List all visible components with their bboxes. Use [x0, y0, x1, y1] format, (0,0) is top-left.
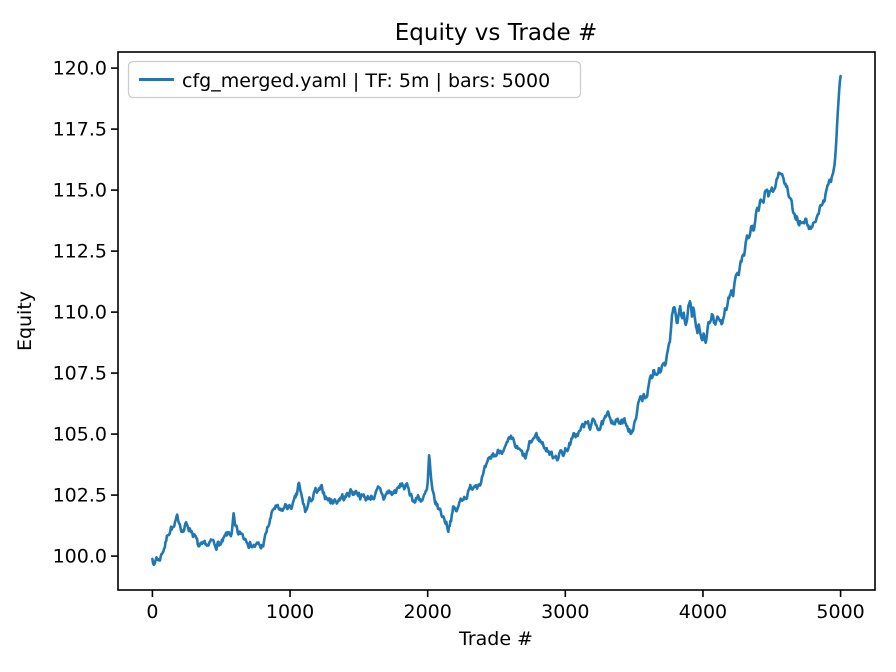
- x-tick-label: 0: [146, 601, 158, 623]
- y-tick-label: 100.0: [53, 546, 107, 568]
- y-axis-label: Equity: [14, 291, 36, 351]
- y-tick-label: 117.5: [53, 119, 107, 141]
- chart-title: Equity vs Trade #: [395, 20, 598, 46]
- legend-label: cfg_merged.yaml | TF: 5m | bars: 5000: [182, 70, 550, 92]
- y-axis-ticks: 100.0 102.5 105.0 107.5 110.0 112.5 115.0 117.5…: [53, 58, 118, 568]
- equity-curve-line: [151, 74, 842, 567]
- legend: cfg_merged.yaml | TF: 5m | bars: 5000: [127, 60, 582, 99]
- y-tick-label: 120.0: [53, 58, 107, 80]
- y-tick-label: 112.5: [53, 241, 107, 263]
- y-tick-label: 115.0: [53, 180, 107, 202]
- x-tick-label: 4000: [679, 601, 727, 623]
- y-tick-label: 105.0: [53, 424, 107, 446]
- y-tick-label: 107.5: [53, 363, 107, 385]
- y-tick-label: 102.5: [53, 485, 107, 507]
- y-tick-label: 110.0: [53, 302, 107, 324]
- x-axis-label: Trade #: [458, 628, 533, 650]
- x-tick-label: 1000: [266, 601, 314, 623]
- plot-area: [117, 51, 876, 591]
- x-tick-label: 3000: [541, 601, 589, 623]
- x-tick-label: 2000: [404, 601, 452, 623]
- x-axis-ticks: 0 1000 2000 3000 4000 5000: [146, 590, 865, 623]
- legend-box: [127, 60, 582, 99]
- x-tick-label: 5000: [816, 601, 864, 623]
